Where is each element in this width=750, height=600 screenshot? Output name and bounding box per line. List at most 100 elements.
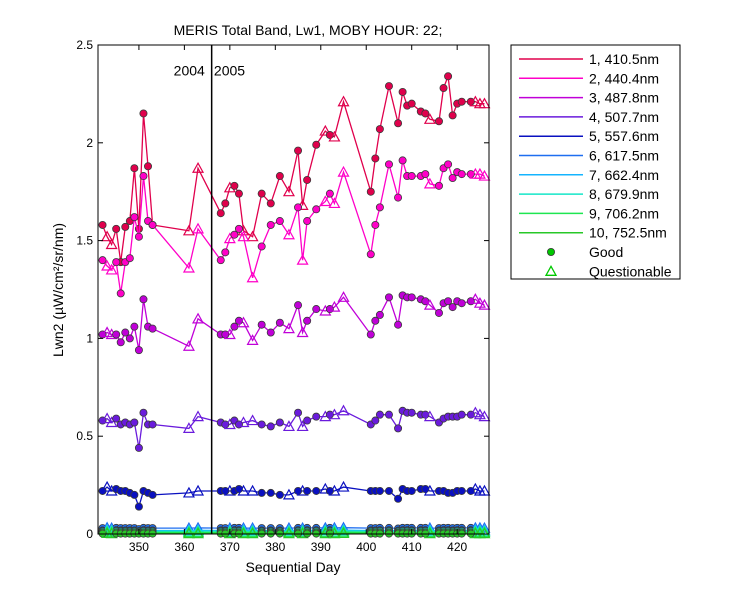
data-point-questionable <box>246 271 259 283</box>
data-point <box>439 84 448 93</box>
data-point <box>139 408 148 417</box>
x-tick-label: 360 <box>174 540 194 554</box>
y-tick-label: 2 <box>86 136 93 150</box>
data-point <box>294 301 303 310</box>
data-point <box>294 203 303 212</box>
data-point <box>312 140 321 149</box>
data-point <box>457 170 466 179</box>
data-point-questionable <box>192 524 205 536</box>
data-point-questionable <box>182 527 195 539</box>
data-point <box>139 295 148 304</box>
x-axis-label: Sequential Day <box>246 559 341 575</box>
legend-label-7: 7, 662.4nm <box>589 167 659 183</box>
x-tick-label: 370 <box>220 540 240 554</box>
data-point <box>234 189 243 198</box>
data-point <box>366 187 375 196</box>
y-tick-label: 0 <box>86 527 93 541</box>
data-point-questionable <box>337 165 350 177</box>
data-point-questionable <box>282 420 295 432</box>
data-point <box>121 222 130 231</box>
data-point <box>266 199 275 208</box>
data-point <box>294 408 303 417</box>
data-point-questionable <box>182 224 195 236</box>
legend-label-questionable: Questionable <box>589 263 672 279</box>
data-point <box>394 494 403 503</box>
data-point-questionable <box>478 97 491 109</box>
data-point <box>371 416 380 425</box>
data-point-questionable <box>246 527 259 539</box>
data-point <box>134 502 143 511</box>
data-point-questionable <box>328 300 341 312</box>
data-point <box>116 289 125 298</box>
series-2 <box>98 156 491 298</box>
data-point-questionable <box>478 484 491 496</box>
data-point <box>407 293 416 302</box>
data-point <box>130 490 139 499</box>
data-point <box>366 250 375 259</box>
data-point-questionable <box>282 185 295 197</box>
data-point-questionable <box>101 230 114 242</box>
series-1 <box>98 72 491 267</box>
data-point <box>303 316 312 325</box>
annotation-layer: 2004 2005 <box>174 62 246 78</box>
data-point-questionable <box>101 259 114 271</box>
data-point <box>394 119 403 128</box>
tick-layer: 350 360 370 380 390 400 410 420 0 0.5 1 1.5 2 2.5 <box>76 38 489 554</box>
data-point-questionable <box>192 410 205 422</box>
year-annotation: 2004 <box>174 62 205 78</box>
data-point <box>384 160 393 169</box>
x-tick-label: 380 <box>265 540 285 554</box>
data-point <box>134 346 143 355</box>
x-tick-label: 410 <box>402 540 422 554</box>
legend-label-8: 8, 679.9nm <box>589 186 659 202</box>
legend-label-5: 5, 557.6nm <box>589 128 659 144</box>
legend-label-9: 9, 706.2nm <box>589 205 659 221</box>
legend-label-3: 3, 487.8nm <box>589 90 659 106</box>
data-point-questionable <box>192 484 205 496</box>
data-point <box>434 117 443 126</box>
data-point <box>303 175 312 184</box>
data-point <box>294 146 303 155</box>
data-point <box>394 320 403 329</box>
series-3 <box>98 291 491 355</box>
data-point <box>130 164 139 173</box>
data-point <box>303 486 312 495</box>
data-point-questionable <box>478 169 491 181</box>
data-point <box>139 172 148 181</box>
data-point-questionable <box>192 222 205 234</box>
data-point <box>257 320 266 329</box>
data-point-questionable <box>182 422 195 433</box>
legend-label-1: 1, 410.5nm <box>589 51 659 67</box>
data-point <box>444 72 453 81</box>
data-point <box>266 328 275 337</box>
data-point-questionable <box>328 484 341 496</box>
data-point <box>434 181 443 190</box>
data-point <box>125 334 134 343</box>
data-point <box>444 160 453 169</box>
data-point <box>457 486 466 495</box>
data-point <box>134 232 143 241</box>
data-point <box>275 217 284 226</box>
data-point-questionable <box>319 124 332 136</box>
data-point <box>266 220 275 229</box>
data-point <box>303 217 312 226</box>
data-point <box>398 87 407 96</box>
data-point <box>148 420 157 429</box>
y-axis-label: Lwn2 (µW/cm²/sr/nm) <box>50 223 66 357</box>
data-point <box>434 308 443 317</box>
data-point <box>148 324 157 333</box>
data-point-questionable <box>223 328 236 340</box>
data-point <box>148 220 157 229</box>
data-point <box>457 97 466 106</box>
plot-area: 350 360 370 380 390 400 410 420 0 0.5 1 1.5 2 2.5 200… <box>76 38 491 554</box>
data-point-questionable <box>101 480 114 492</box>
data-point-questionable <box>423 298 436 310</box>
data-point <box>221 199 230 208</box>
data-point <box>457 410 466 419</box>
data-point <box>407 172 416 181</box>
data-point <box>375 125 384 134</box>
data-point-questionable <box>423 177 436 189</box>
legend-label-good: Good <box>589 244 623 260</box>
data-point-questionable <box>182 339 195 351</box>
